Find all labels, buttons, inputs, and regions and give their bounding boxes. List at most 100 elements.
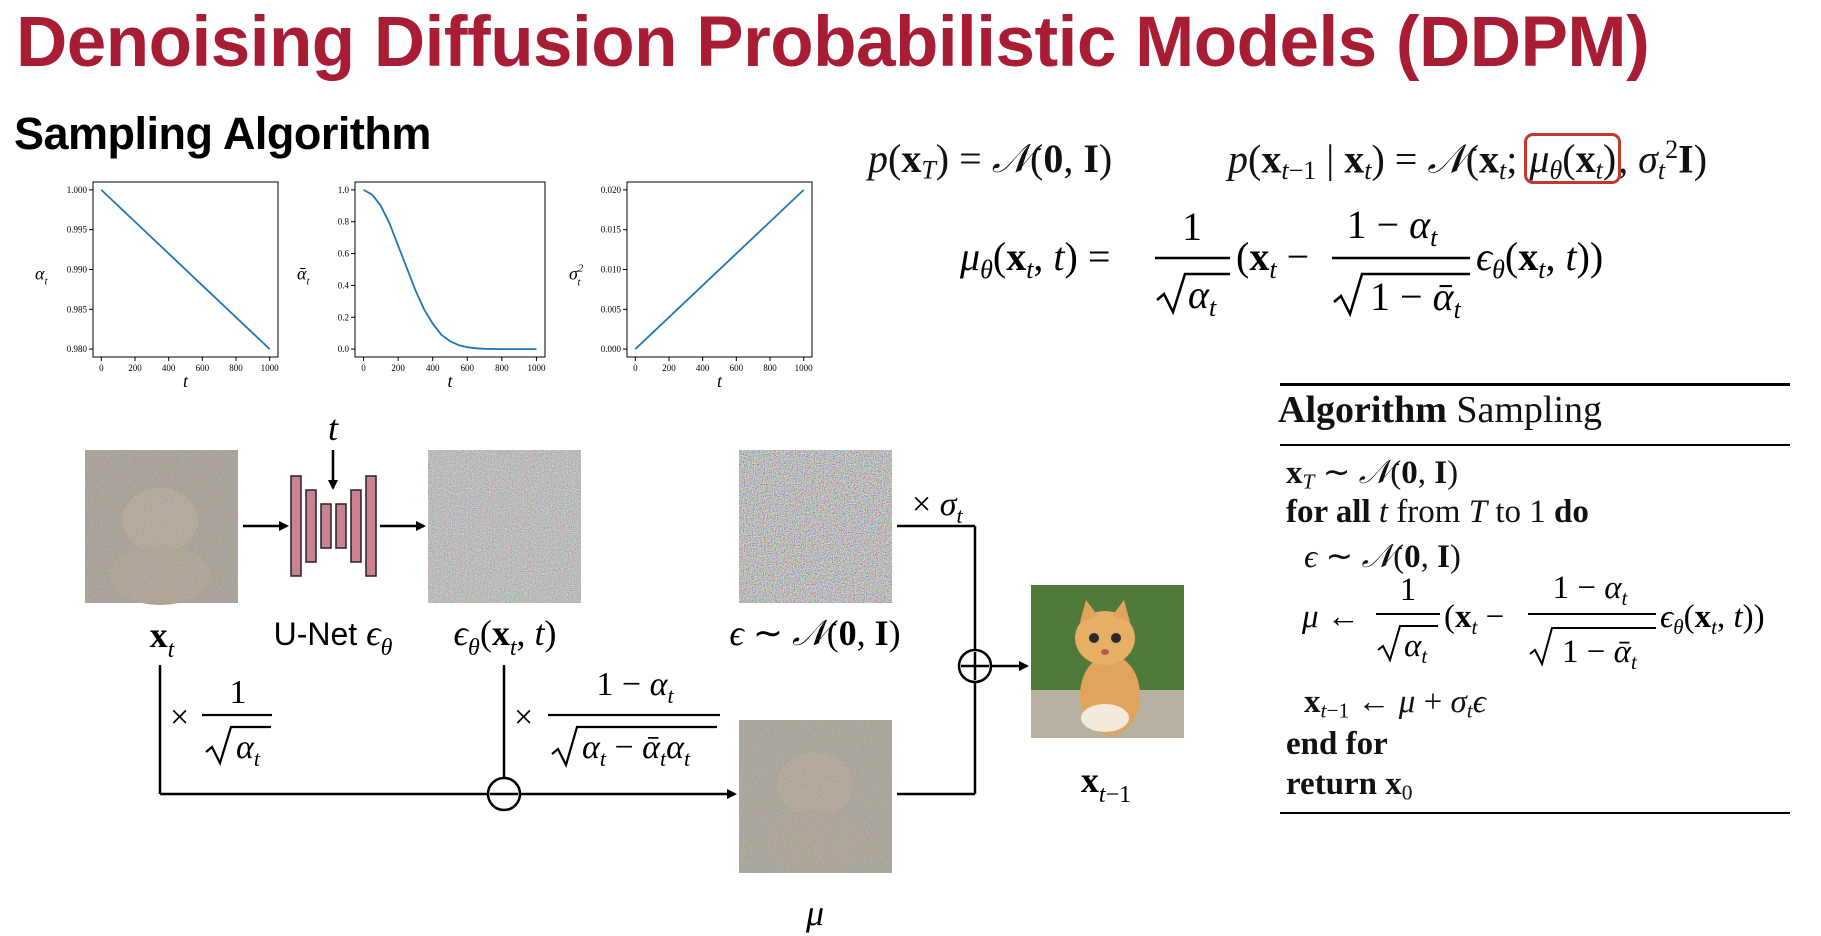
xt-label: xt xyxy=(150,615,176,663)
gaussian-noise-image xyxy=(739,450,892,603)
x-tick-label: 800 xyxy=(229,363,243,373)
y-tick-label: 0.990 xyxy=(67,265,88,275)
x-axis-label: t xyxy=(183,371,189,391)
y-tick-label: 0.6 xyxy=(338,249,350,259)
svg-text:(xt −: (xt − xyxy=(1444,599,1504,639)
x-axis-label: t xyxy=(447,371,453,391)
mu-theta-highlight: μθ(xt) xyxy=(1524,133,1622,185)
x-tick-label: 0 xyxy=(361,363,366,373)
schedule-chart-3: 0 200 400 600 800 1000 0.020 0.015 0.010 0.005 0.0… xyxy=(569,181,814,391)
algorithm-mid-rule xyxy=(1280,444,1790,446)
x-tick-label: 400 xyxy=(162,363,176,373)
y-tick-label: 0.4 xyxy=(338,280,350,290)
svg-text:μθ(xt, t) =: μθ(xt, t) = xyxy=(960,234,1110,284)
sigma-label: × σt xyxy=(912,486,963,528)
y-axis-label: ᾱt xyxy=(297,264,310,288)
svg-text:1 − αt: 1 − αt xyxy=(1553,570,1629,610)
unet-icon xyxy=(290,475,377,577)
noise-label: ϵ ∼ 𝒩(0, I) xyxy=(729,613,900,653)
y-tick-label: 1.000 xyxy=(67,185,88,195)
alg-line-2: for all t from T to 1 do xyxy=(1286,494,1589,530)
x-tick-label: 800 xyxy=(763,363,777,373)
x-tick-label: 400 xyxy=(426,363,440,373)
sampling-diagram: t xt U-Net ϵθ ϵθ(xt, t) ϵ ∼ 𝒩(0, I) μ xt… xyxy=(85,408,1184,933)
slide-title: Denoising Diffusion Probabilistic Models… xyxy=(16,3,1650,82)
svg-text:μ ←: μ ← xyxy=(1301,599,1360,635)
svg-text:αt − ᾱtαt: αt − ᾱtαt xyxy=(582,729,691,771)
prior-equation: p(xT) = 𝒩(0, I) xyxy=(868,136,1113,185)
x-tick-label: 800 xyxy=(495,363,509,373)
x-tick-label: 600 xyxy=(196,363,210,373)
algorithm-header: Algorithm Sampling xyxy=(1278,389,1603,431)
svg-text:(xt −: (xt − xyxy=(1236,234,1309,284)
alg-line-5: xt−1 ← μ + σtϵ xyxy=(1304,684,1487,723)
svg-text:1 − αt: 1 − αt xyxy=(596,666,674,708)
unet-label: U-Net ϵθ xyxy=(274,613,393,661)
svg-text:ϵθ(xt, t)): ϵθ(xt, t)) xyxy=(1660,599,1765,639)
alg-line-7: return x0 xyxy=(1286,766,1413,805)
section-subtitle: Sampling Algorithm xyxy=(14,108,431,159)
series-line xyxy=(100,189,271,350)
svg-text:1 − αt: 1 − αt xyxy=(1347,202,1439,252)
scale-eps-coefficient: × 1 − αt αt − ᾱtαt xyxy=(514,666,720,771)
output-image xyxy=(1031,585,1184,738)
alg-line-3: ϵ ∼ 𝒩(0, I) xyxy=(1304,539,1461,575)
predicted-noise-image xyxy=(428,450,581,603)
chart-frame xyxy=(354,181,546,358)
y-tick-label: 0.980 xyxy=(67,344,88,354)
y-tick-label: 0.2 xyxy=(338,312,349,322)
x-tick-label: 600 xyxy=(730,363,744,373)
x-tick-label: 600 xyxy=(461,363,475,373)
svg-text:αt: αt xyxy=(1188,272,1217,322)
algorithm-bottom-rule xyxy=(1280,812,1790,814)
svg-text:×: × xyxy=(170,699,189,736)
schedule-chart-2: 0 200 400 600 800 1000 1.0 0.8 0.6 0.4 0.2 0.0 t ᾱt xyxy=(297,181,546,391)
scale-one-over-sqrt-alpha: × 1 αt xyxy=(170,674,272,771)
svg-text:1: 1 xyxy=(1400,572,1417,608)
svg-text:1 − ᾱt: 1 − ᾱt xyxy=(1370,274,1462,324)
y-tick-label: 0.995 xyxy=(67,225,88,235)
x-tick-label: 0 xyxy=(633,363,638,373)
y-axis-label: αt xyxy=(35,264,48,288)
output-label: xt−1 xyxy=(1081,760,1131,808)
mu-label: μ xyxy=(805,893,824,933)
alg-line-4: μ ← 1 αt (xt − 1 − αt 1 − ᾱt ϵθ(xt, t)) xyxy=(1301,570,1765,674)
algorithm-top-rule xyxy=(1280,383,1790,386)
y-tick-label: 0.0 xyxy=(338,344,350,354)
svg-text:ϵθ(xt, t)): ϵθ(xt, t)) xyxy=(1476,234,1603,284)
x-tick-label: 1000 xyxy=(261,363,280,373)
y-tick-label: 0.8 xyxy=(338,217,350,227)
alg-line-1: xT ∼ 𝒩(0, I) xyxy=(1286,455,1459,494)
x-tick-label: 200 xyxy=(662,363,676,373)
svg-text:αt: αt xyxy=(236,729,261,771)
y-tick-label: 0.020 xyxy=(601,185,622,195)
schedule-chart-1: 0 200 400 600 800 1000 1.000 0.995 0.990 0.985 0.9… xyxy=(35,181,280,391)
y-tick-label: 0.010 xyxy=(601,265,622,275)
x-tick-label: 400 xyxy=(696,363,710,373)
schedule-charts: 0 200 400 600 800 10001.0000.9950.9900.9850.9… xyxy=(35,181,814,391)
y-tick-label: 0.000 xyxy=(601,344,622,354)
alg-line-6: end for xyxy=(1286,726,1388,762)
x-tick-label: 0 xyxy=(99,363,104,373)
x-tick-label: 200 xyxy=(128,363,142,373)
y-tick-label: 0.985 xyxy=(67,304,88,314)
x-axis-label: t xyxy=(717,371,723,391)
y-tick-label: 0.005 xyxy=(601,304,622,314)
mean-equation: μθ(xt, t) = 1 αt (xt − 1 − αt 1 − ᾱt ϵθ(… xyxy=(960,202,1603,324)
svg-text:αt: αt xyxy=(1404,628,1428,668)
series-line xyxy=(363,189,537,350)
series-line xyxy=(634,189,805,350)
y-axis-label: σ2 t xyxy=(569,263,584,289)
y-tick-label: 0.015 xyxy=(601,225,622,235)
x-tick-label: 1000 xyxy=(795,363,814,373)
t-label: t xyxy=(328,408,339,448)
noisy-input-image xyxy=(85,450,238,605)
x-tick-label: 1000 xyxy=(527,363,546,373)
eps-theta-label: ϵθ(xt, t) xyxy=(454,613,557,661)
svg-text:×: × xyxy=(514,699,533,736)
reverse-equation: p(xt−1 | xt) = 𝒩(xt; μθ(xt), σt2I) xyxy=(1228,133,1708,185)
x-tick-label: 200 xyxy=(391,363,405,373)
svg-text:1: 1 xyxy=(230,674,247,711)
y-tick-label: 1.0 xyxy=(338,185,350,195)
mu-image xyxy=(739,720,892,873)
